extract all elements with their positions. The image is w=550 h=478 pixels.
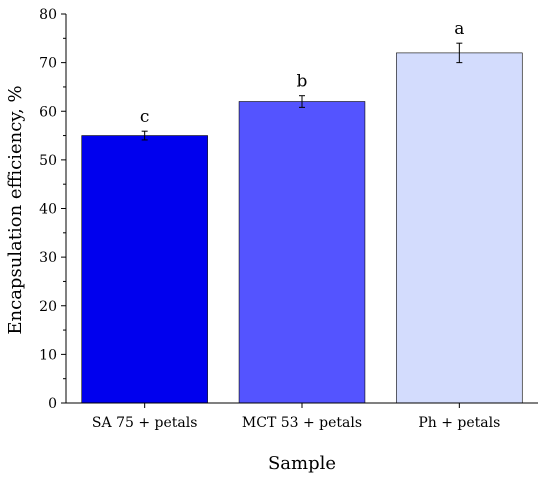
y-tick-label-70: 70: [39, 56, 57, 72]
bar-1: [81, 135, 208, 404]
bar-2: [238, 101, 366, 404]
y-tick-label-30: 30: [39, 250, 57, 266]
x-tick-label-3: Ph + petals: [418, 415, 500, 431]
y-tick-label-80: 80: [39, 7, 57, 23]
y-tick-label-60: 60: [39, 104, 57, 120]
significance-label-1: c: [140, 107, 150, 127]
x-axis-title: Sample: [268, 453, 336, 474]
significance-label-3: a: [454, 19, 464, 39]
y-tick-label-50: 50: [39, 153, 57, 169]
significance-label-2: b: [297, 72, 308, 92]
y-tick-label-10: 10: [39, 347, 57, 363]
bar-3: [396, 52, 523, 404]
plot-area: c SA 75 + petals b MCT 53 + petals a Ph + pet…: [39, 7, 538, 431]
y-axis-title: Encapsulation efficiency, %: [5, 85, 26, 334]
y-tick-label-20: 20: [39, 299, 57, 315]
x-tick-label-1: SA 75 + petals: [92, 415, 197, 431]
y-tick-label-0: 0: [48, 396, 57, 412]
y-tick-label-40: 40: [39, 202, 57, 218]
x-tick-label-2: MCT 53 + petals: [242, 415, 362, 431]
